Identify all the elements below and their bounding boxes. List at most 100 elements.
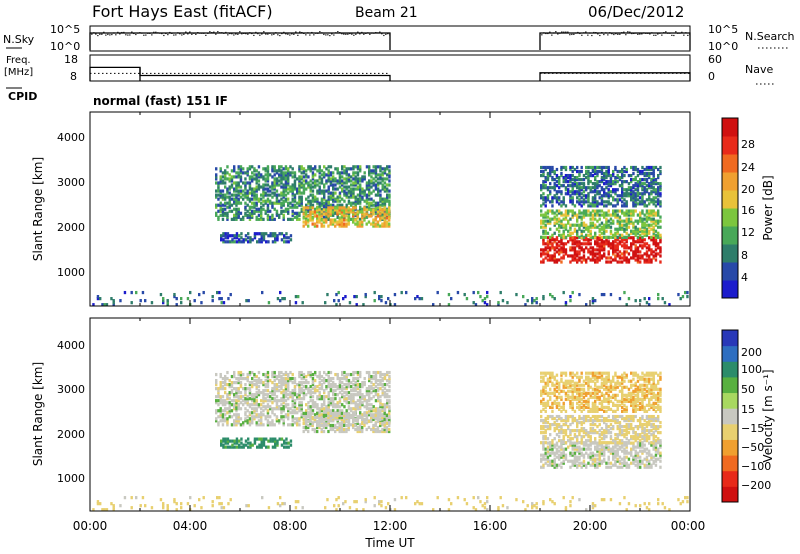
power-echo-cell [603,252,606,256]
velocity-echo-cell [580,453,583,457]
power-echo-cell [578,244,581,248]
power-echo-cell [296,191,299,195]
noise-search-point [317,32,319,34]
velocity-echo-cell [318,376,321,381]
noise-search-point [625,34,627,36]
velocity-echo-cell [248,417,252,421]
power-echo-cell [361,207,364,211]
power-echo-cell [269,234,272,238]
power-echo-cell [264,169,267,173]
velocity-echo-cell [345,427,348,432]
power-echo-cell [262,203,265,207]
power-echo-cell [573,227,577,231]
power-echo-cell [301,301,304,305]
power-echo-cell [569,173,572,178]
power-echo-cell [262,185,265,189]
power-echo-cell [634,192,637,196]
power-echo-cell [211,299,214,303]
power-echo-cell [630,194,633,198]
velocity-echo-cell [385,425,389,430]
power-echo-cell [329,183,333,187]
velocity-echo-cell [251,407,254,411]
power-echo-cell [217,217,220,221]
power-echo-cell [370,169,373,173]
velocity-echo-cell [257,405,261,409]
velocity-echo-cell [340,429,344,434]
power-echo-cell [645,227,649,231]
velocity-echo-cell [285,445,288,449]
power-echo-cell [237,201,240,205]
power-echo-cell [564,248,568,252]
velocity-echo-cell [260,445,263,449]
velocity-echo-cell [284,395,288,399]
power-echo-cell [630,256,633,260]
power-echo-cell [260,207,263,211]
power-echo-cell [220,238,223,242]
power-echo-cell [233,169,236,173]
velocity-echo-cell [226,419,229,423]
velocity-echo-cell [253,407,256,411]
power-echo-cell [221,175,225,179]
power-echo-cell [544,215,547,219]
power-echo-cell [271,213,274,217]
power-echo-cell [546,242,550,246]
velocity-echo-cell [381,378,384,383]
power-echo-cell [589,246,592,250]
noise-search-point [647,32,649,34]
power-echo-cell [246,193,249,197]
power-echo-cell [562,250,565,254]
power-echo-cell [612,258,615,262]
power-echo-cell [226,215,229,219]
power-echo-cell [549,238,552,242]
velocity-echo-cell [318,395,321,399]
power-echo-cell [287,209,290,213]
velocity-echo-cell [374,417,378,421]
velocity-echo-cell [338,415,341,420]
velocity-echo-cell [244,419,247,423]
velocity-echo-cell [307,423,310,428]
power-echo-cell [661,297,664,301]
velocity-echo-cell [370,409,373,413]
velocity-echo-cell [546,451,550,455]
power-echo-cell [307,185,310,189]
power-echo-cell [621,223,624,227]
power-echo-cell [634,196,637,200]
power-echo-cell [639,254,642,258]
power-echo-cell [244,205,247,209]
power-echo-cell [582,254,586,258]
velocity-echo-cell [221,415,225,419]
power-echo-cell [636,229,640,233]
velocity-echo-cell [298,383,301,387]
power-echo-cell [289,189,292,193]
power-echo-cell [549,186,552,190]
power-echo-cell [296,189,299,193]
power-echo-cell [166,301,169,305]
noise-right-tick-bottom: 10^0 [708,40,738,53]
power-echo-cell [632,240,635,244]
noise-search-point [651,32,653,34]
power-echo-cell [657,209,660,213]
velocity-echo-cell [374,427,377,432]
power-echo-cell [589,211,592,215]
power-echo-cell [591,215,595,219]
velocity-echo-cell [354,389,357,393]
power-echo-cell [551,233,554,237]
power-echo-cell [587,194,590,198]
velocity-echo-cell [296,383,299,387]
power-echo-cell [623,290,626,295]
power-echo-cell [657,188,660,192]
power-echo-cell [634,198,637,202]
power-echo-cell [216,290,219,295]
power-echo-cell [318,212,321,216]
velocity-echo-cell [318,380,321,385]
noise-search-point [125,34,127,36]
power-echo-cell [657,200,660,204]
velocity-echo-cell [386,399,389,403]
velocity-echo-cell [233,405,236,409]
power-echo-cell [237,189,240,193]
power-echo-cell [347,167,351,171]
velocity-echo-cell [332,383,335,387]
power-echo-cell [311,195,315,199]
velocity-echo-cell [325,421,328,425]
velocity-echo-cell [262,423,265,427]
